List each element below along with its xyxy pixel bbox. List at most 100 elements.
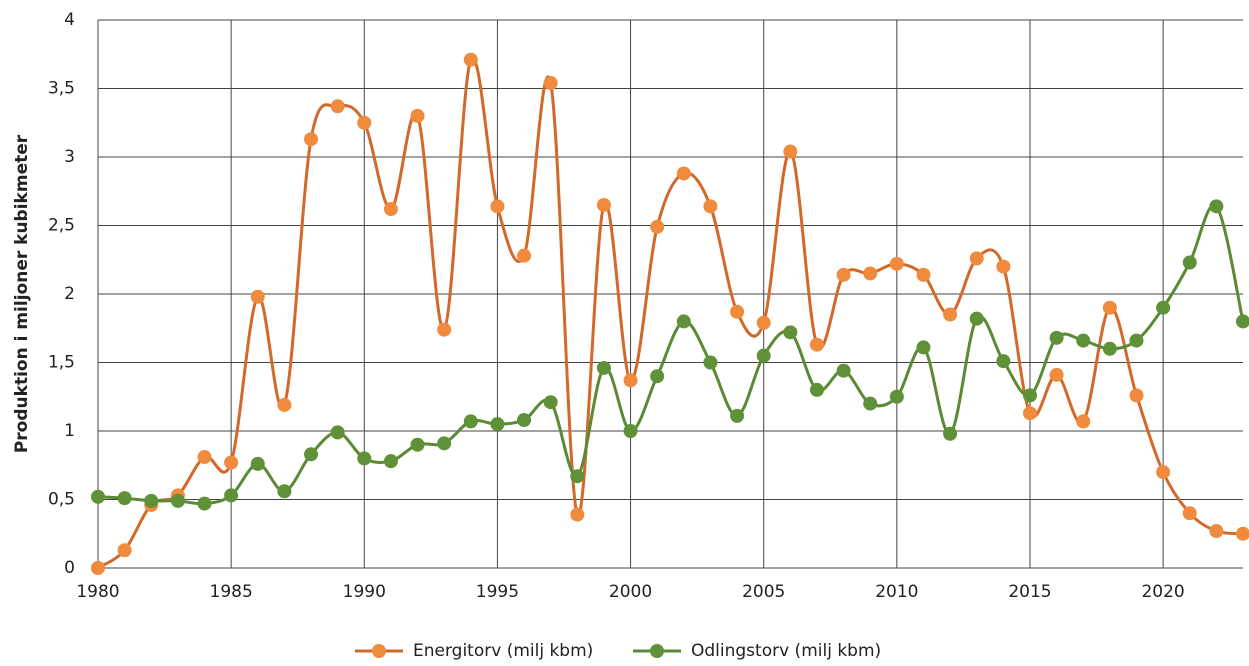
data-point [889, 256, 904, 271]
data-point [1209, 199, 1224, 214]
legend-marker [372, 644, 386, 658]
data-point [916, 267, 931, 282]
data-point [250, 456, 265, 471]
x-tick-label: 1995 [476, 582, 519, 602]
data-point [969, 311, 984, 326]
data-point [996, 354, 1011, 369]
data-point [1236, 314, 1249, 329]
data-point [969, 251, 984, 266]
data-point [170, 493, 185, 508]
data-point [410, 108, 425, 123]
data-point [144, 493, 159, 508]
data-point [277, 484, 292, 499]
data-point [197, 496, 212, 511]
data-point [809, 382, 824, 397]
data-point [463, 414, 478, 429]
data-point [490, 199, 505, 214]
data-point [437, 322, 452, 337]
data-point [490, 417, 505, 432]
data-point [623, 373, 638, 388]
y-tick-label: 0 [64, 558, 75, 578]
data-point [703, 355, 718, 370]
data-point [596, 360, 611, 375]
data-point [197, 450, 212, 465]
data-point [543, 395, 558, 410]
data-point [996, 259, 1011, 274]
data-point [809, 337, 824, 352]
data-point [517, 248, 532, 263]
data-point [1156, 300, 1171, 315]
data-point [1049, 330, 1064, 345]
y-axis-label: Produktion i miljoner kubikmeter [12, 134, 32, 453]
y-tick-label: 3,5 [48, 79, 75, 99]
data-point [676, 166, 691, 181]
data-point [91, 489, 105, 504]
y-tick-label: 1 [64, 421, 75, 441]
x-tick-label: 1990 [343, 582, 386, 602]
data-point [570, 469, 585, 484]
data-point [117, 491, 132, 506]
y-tick-label: 0,5 [48, 490, 75, 510]
y-tick-label: 1,5 [48, 353, 75, 373]
series-line [97, 56, 1244, 570]
data-point [1102, 300, 1117, 315]
data-point [1022, 388, 1037, 403]
data-point [570, 507, 585, 522]
data-point [304, 132, 319, 147]
data-point [863, 396, 878, 411]
data-point [1049, 367, 1064, 382]
data-point [730, 408, 745, 423]
data-point [463, 52, 478, 67]
data-point [91, 561, 105, 575]
data-point [783, 144, 798, 159]
data-point [224, 455, 239, 470]
data-point [1022, 406, 1037, 421]
data-point [1209, 524, 1224, 539]
data-point [1129, 333, 1144, 348]
x-tick-label: 1980 [76, 582, 119, 602]
data-point [517, 413, 532, 428]
data-point [916, 340, 931, 355]
x-tick-label: 2020 [1141, 582, 1184, 602]
data-point [383, 202, 398, 217]
legend-label: Odlingstorv (milj kbm) [691, 641, 881, 661]
y-tick-label: 2,5 [48, 216, 75, 236]
data-point [703, 199, 718, 214]
data-point [543, 76, 558, 91]
legend-label: Energitorv (milj kbm) [413, 641, 593, 661]
data-point [836, 363, 851, 378]
data-point [1236, 526, 1249, 541]
data-point [1156, 465, 1171, 480]
x-tick-label: 1985 [210, 582, 253, 602]
data-point [1182, 506, 1197, 521]
data-point [437, 436, 452, 451]
data-point [1182, 255, 1197, 270]
data-point [117, 543, 132, 558]
x-tick-label: 2000 [609, 582, 652, 602]
data-point [623, 424, 638, 438]
data-point [383, 454, 398, 469]
data-point [250, 289, 265, 304]
data-point [836, 267, 851, 282]
data-point [676, 314, 691, 329]
data-point [304, 447, 319, 462]
data-point [357, 451, 372, 466]
data-point [1076, 333, 1091, 348]
x-tick-label: 2010 [875, 582, 918, 602]
data-point [410, 437, 425, 452]
data-point [330, 425, 345, 440]
y-tick-label: 2 [64, 284, 75, 304]
data-point [650, 369, 665, 384]
data-point [650, 219, 665, 234]
x-tick-label: 2005 [742, 582, 785, 602]
data-point [596, 197, 611, 212]
data-point [783, 325, 798, 340]
data-point [1076, 414, 1091, 429]
data-point [943, 426, 958, 441]
data-point [756, 348, 771, 363]
y-tick-label: 3 [64, 147, 75, 167]
data-point [357, 115, 372, 130]
data-point [756, 315, 771, 330]
data-point [889, 389, 904, 404]
